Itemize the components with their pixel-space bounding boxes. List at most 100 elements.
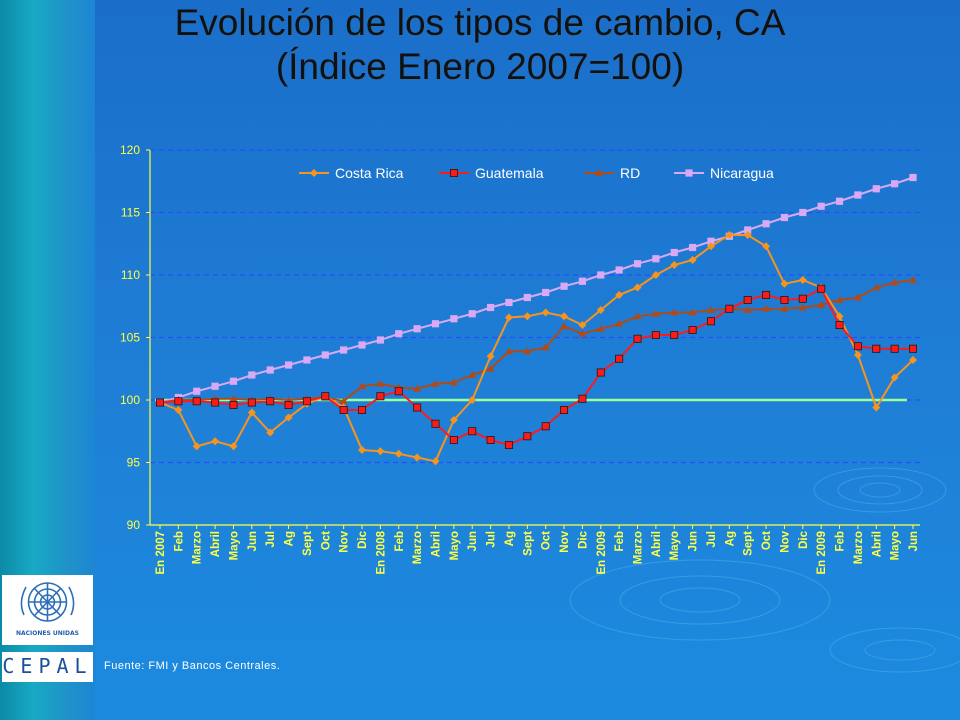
data-point-nicaragua [321,351,329,359]
data-point-costa-rica [780,279,789,288]
data-point-guatemala [339,405,348,414]
background-ripples [569,467,960,673]
x-tick-label: Jul [486,531,498,548]
data-point-rd [762,304,771,312]
data-point-costa-rica [468,396,477,404]
x-tick-label: Feb [835,531,847,551]
data-point-rd [706,306,715,313]
series-line-costa-rica [159,234,914,463]
data-point-nicaragua [468,310,476,318]
data-point-nicaragua [523,293,531,302]
data-point-nicaragua [872,185,880,193]
data-point-guatemala [284,400,293,409]
data-point-rd [615,319,624,327]
series-guatemala [155,284,918,449]
data-point-guatemala [615,354,624,363]
data-point-costa-rica [211,437,220,446]
series-nicaragua [156,173,917,407]
data-point-rd [504,347,513,355]
series-line-rd [159,279,914,404]
data-point-costa-rica [376,447,385,456]
data-point-nicaragua [211,382,219,390]
data-point-rd [541,343,550,351]
data-point-nicaragua [486,303,495,312]
data-point-guatemala [890,344,899,353]
data-point-rd [596,324,605,332]
data-point-costa-rica [835,312,844,321]
data-point-guatemala [817,284,826,293]
data-point-nicaragua [578,277,587,285]
data-point-guatemala [504,440,513,449]
data-point-costa-rica [578,321,587,329]
data-point-rd [413,384,422,392]
un-logo: NACIONES UNIDAS [2,575,93,645]
data-point-costa-rica [413,453,422,462]
axis-layer: 90 95 100 105 110 115 120 En 2007 Feb Marzo Abril M… [120,143,920,574]
data-point-nicaragua [560,282,568,290]
data-point-costa-rica [762,242,771,251]
data-point-guatemala [229,400,238,409]
data-point-costa-rica [725,231,734,239]
cepal-logo-text: CEPAL [2,654,93,678]
x-tick-label: Abril [871,531,883,557]
y-tick-label: 95 [127,456,141,470]
x-tick-label: En 2009 [596,531,608,574]
data-point-guatemala [523,432,532,441]
legend-swatch-marker [595,169,603,176]
data-point-nicaragua [597,271,605,279]
data-point-rd [376,379,385,387]
x-tick-label: Sept [743,531,755,556]
data-point-guatemala [247,398,256,407]
data-point-costa-rica [523,312,532,321]
data-point-nicaragua [652,255,660,263]
data-point-guatemala [578,394,587,403]
x-tick-label: Sept [302,531,314,556]
data-point-nicaragua [615,266,623,274]
data-point-nicaragua [229,377,238,385]
x-tick-label: Oct [541,531,553,550]
x-tick-label: Dic [357,530,369,549]
data-point-guatemala [706,317,715,326]
x-tick-label: Marzo [412,531,424,564]
data-point-costa-rica [853,351,862,359]
data-point-guatemala [486,435,495,444]
grid-layer [150,149,920,464]
x-tick-label: Abril [651,531,663,557]
data-point-guatemala [909,344,918,353]
data-point-nicaragua [193,387,201,395]
legend-item-guatemala: Guatemala [439,165,544,181]
data-point-guatemala [174,397,183,406]
data-point-guatemala [376,392,385,401]
data-point-guatemala [321,392,330,401]
data-point-costa-rica [560,312,569,321]
data-point-costa-rica [358,446,367,454]
data-point-costa-rica [670,261,679,269]
data-point-guatemala [853,342,862,351]
data-point-nicaragua [799,208,807,217]
data-point-guatemala [431,419,440,428]
data-point-guatemala [872,344,881,353]
data-point-nicaragua [744,226,752,234]
y-tick-label: 115 [121,206,140,220]
x-tick-label: Abril [430,531,442,557]
data-point-guatemala [633,334,642,343]
data-point-rd [780,304,789,312]
data-point-costa-rica [651,271,660,279]
data-point-guatemala [413,403,422,412]
series-layer [155,173,918,466]
data-point-nicaragua [505,298,513,307]
data-point-nicaragua [835,197,844,205]
data-point-guatemala [192,397,201,406]
data-point-rd [909,276,917,283]
x-tick-label: Sept [522,531,534,556]
x-tick-label: Ag [284,531,296,546]
data-point-rd [853,293,862,301]
data-point-costa-rica [541,308,550,317]
x-tick-label: Oct [320,531,332,550]
data-point-nicaragua [358,341,366,349]
data-point-costa-rica [247,408,256,417]
data-point-costa-rica [284,413,293,422]
data-point-costa-rica [431,457,440,466]
x-tick-label: Dic [577,530,589,549]
